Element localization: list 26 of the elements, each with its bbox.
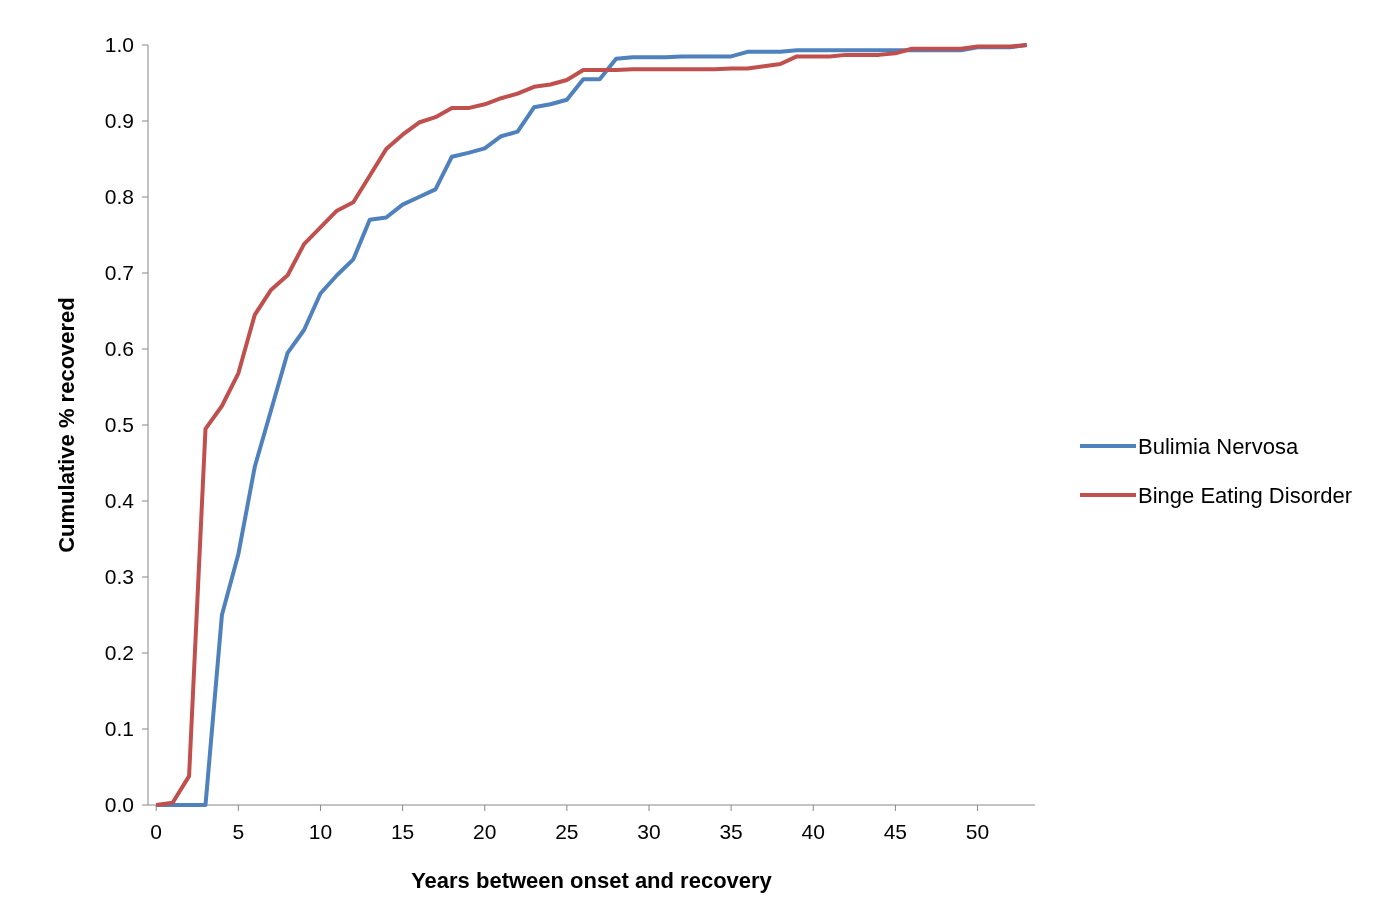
y-tick-label: 0.0 bbox=[104, 793, 134, 817]
y-tick-label: 0.5 bbox=[104, 413, 134, 437]
x-tick-label: 40 bbox=[801, 820, 825, 843]
x-tick-label: 25 bbox=[555, 820, 579, 843]
y-tick-label: 0.2 bbox=[104, 641, 134, 665]
y-tick-label: 0.1 bbox=[104, 717, 134, 741]
x-tick-label: 0 bbox=[150, 820, 163, 843]
y-tick-label: 0.4 bbox=[104, 489, 135, 513]
x-tick-label: 50 bbox=[965, 820, 990, 843]
y-tick-label: 1.0 bbox=[104, 33, 134, 57]
y-axis-title: Cumulative % recovered bbox=[54, 297, 79, 553]
x-tick-label: 20 bbox=[473, 820, 497, 843]
x-tick-label: 35 bbox=[719, 820, 743, 843]
x-tick-label: 45 bbox=[883, 820, 908, 843]
y-tick-label: 0.7 bbox=[104, 261, 134, 285]
y-tick-label: 0.8 bbox=[104, 185, 134, 209]
x-tick-label: 30 bbox=[637, 820, 661, 843]
legend-label: Bulimia Nervosa bbox=[1138, 433, 1299, 459]
y-tick-label: 0.6 bbox=[104, 337, 134, 361]
x-axis-title: Years between onset and recovery bbox=[411, 868, 773, 893]
x-tick-label: 5 bbox=[232, 820, 245, 843]
x-tick-label: 15 bbox=[390, 820, 415, 843]
legend-label: Binge Eating Disorder bbox=[1138, 482, 1353, 508]
x-tick-label: 10 bbox=[308, 820, 333, 843]
y-tick-label: 0.3 bbox=[104, 565, 134, 589]
y-tick-label: 0.9 bbox=[104, 109, 134, 133]
